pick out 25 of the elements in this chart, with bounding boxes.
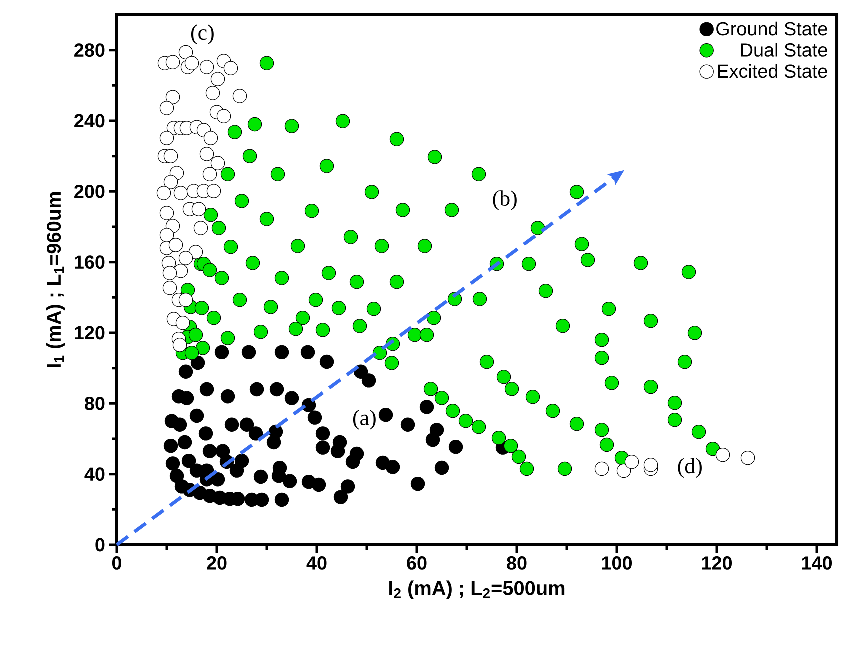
y-tick-label: 120 bbox=[75, 326, 105, 340]
y-tick-label: 80 bbox=[85, 396, 105, 410]
x-tick-label: 20 bbox=[207, 556, 227, 570]
x-tick-label: 140 bbox=[802, 556, 832, 570]
y-tick-label: 240 bbox=[74, 114, 105, 128]
x-tick-label: 0 bbox=[112, 556, 122, 570]
annotation: (a) bbox=[353, 410, 376, 430]
x-tick-label: 40 bbox=[306, 556, 327, 570]
x-tick-label: 60 bbox=[407, 556, 427, 570]
x-tick-label: 100 bbox=[602, 556, 632, 570]
y-tick-label: 200 bbox=[74, 184, 105, 198]
annotation: (d) bbox=[678, 458, 702, 478]
x-axis-title: I$_{2}$ (mA) ; L$_{2}$=500um bbox=[390, 580, 565, 600]
y-tick-label: 40 bbox=[84, 468, 105, 482]
x-tick-label: 80 bbox=[507, 556, 527, 570]
legend-label: Excited State bbox=[718, 64, 828, 78]
y-tick-label: 0 bbox=[96, 538, 105, 552]
annotation: (c) bbox=[191, 24, 214, 45]
legend-label: Dual State bbox=[741, 43, 828, 57]
y-axis-title: I$_{1}$ (mA) ; L$_{1}$=960um bbox=[46, 192, 66, 368]
x-tick-label: 120 bbox=[702, 556, 732, 570]
y-tick-label: 160 bbox=[75, 256, 105, 270]
y-tick-label: 280 bbox=[74, 44, 105, 58]
legend-label: Ground State bbox=[716, 22, 828, 36]
annotation: (b) bbox=[493, 190, 517, 210]
